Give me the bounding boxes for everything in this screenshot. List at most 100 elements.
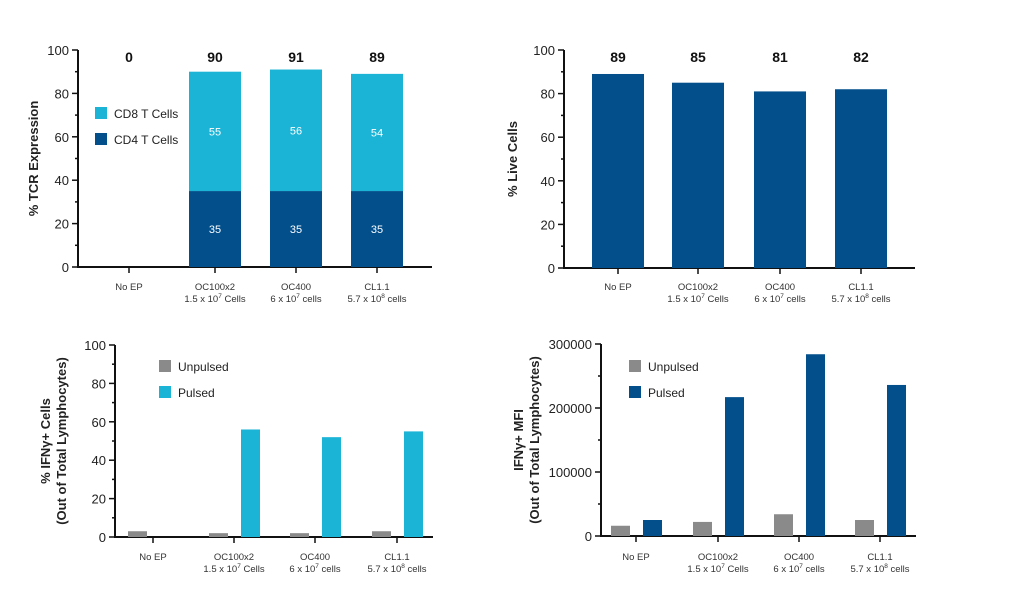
x-category-sublabel-unit: cells: [869, 294, 891, 305]
x-category-sublabel: 1.5 x 107 Cells: [203, 563, 264, 575]
bar: [592, 73, 644, 268]
x-category-label: No EP: [115, 282, 142, 293]
y-tick-label: 40: [92, 453, 106, 468]
x-category-sublabel: 5.7 x 108 cells: [850, 563, 909, 575]
legend-label: Unpulsed: [648, 360, 699, 374]
bar-unpulsed: [128, 531, 147, 537]
y-axis-title-line2: (Out of Total Lymphocytes): [527, 356, 542, 524]
x-category-sublabel-unit: Cells: [725, 564, 749, 575]
x-category-sublabel-unit: cells: [385, 294, 407, 305]
x-category-sublabel-base: 1.5 x 10: [203, 564, 237, 575]
x-category-sublabel: 5.7 x 108 cells: [347, 293, 406, 305]
bar-unpulsed: [693, 521, 712, 536]
bar-unpulsed: [855, 520, 874, 536]
ifng-percent-chart: 0 20 40 60 80 100 % IFNγ+ Cells (Out of Total L…: [38, 338, 433, 575]
x-category-sublabel-unit: cells: [300, 294, 322, 305]
y-tick-label: 80: [92, 376, 106, 391]
legend-swatch: [95, 133, 107, 145]
x-category-sublabel-exponent: 8: [865, 293, 869, 300]
x-category-sublabel-exponent: 7: [315, 563, 319, 570]
y-tick-label: 100: [533, 43, 555, 58]
x-category-sublabel: 5.7 x 108 cells: [367, 563, 426, 575]
legend-swatch: [629, 386, 641, 398]
legend-swatch: [159, 386, 171, 398]
x-category-sublabel-base: 5.7 x 10: [831, 294, 865, 305]
x-category-sublabel-unit: Cells: [705, 294, 729, 305]
x-category-label: OC400: [784, 552, 814, 563]
x-category-sublabel-base: 6 x 10: [270, 294, 296, 305]
x-category-sublabel-unit: cells: [803, 564, 825, 575]
y-tick-label: 100: [47, 43, 69, 58]
bar-segment-value-label: 35: [290, 224, 302, 236]
x-category-sublabel-base: 1.5 x 10: [184, 294, 218, 305]
x-category-label: OC400: [765, 282, 795, 293]
y-tick-label: 80: [55, 86, 69, 101]
bar-unpulsed: [611, 525, 630, 536]
x-category-sublabel-base: 6 x 10: [289, 564, 315, 575]
y-tick-label: 0: [62, 260, 69, 275]
bar-segment-value-label: 55: [209, 126, 221, 138]
y-tick-label: 0: [548, 261, 555, 276]
x-category-label: OC100x2: [214, 552, 254, 563]
bar-pulsed: [322, 437, 341, 537]
x-category-label: OC400: [281, 282, 311, 293]
y-tick-label: 40: [55, 173, 69, 188]
bar-segment-value-label: 35: [371, 224, 383, 236]
x-category-sublabel-unit: Cells: [222, 294, 246, 305]
bar-segment-cd8-t-cells: [351, 73, 403, 192]
x-category-sublabel: 5.7 x 108 cells: [831, 293, 890, 305]
y-tick-label: 100: [84, 338, 106, 353]
bar-unpulsed: [290, 533, 309, 537]
y-tick-label: 100000: [549, 465, 592, 480]
legend-swatch: [629, 360, 641, 372]
x-category-sublabel-exponent: 7: [296, 293, 300, 300]
x-category-label: No EP: [622, 552, 649, 563]
live-cells-chart: 0 20 40 60 80 100 % Live Cells No EP OC100x21.5 …: [505, 43, 915, 305]
x-category-sublabel-exponent: 7: [780, 293, 784, 300]
y-axis-title: % Live Cells: [505, 121, 520, 197]
x-category-sublabel-unit: cells: [888, 564, 910, 575]
x-category-sublabel: 1.5 x 107 Cells: [667, 293, 728, 305]
bar-segment-value-label: 56: [290, 125, 302, 137]
y-axis-title: % TCR Expression: [26, 101, 41, 217]
x-category-sublabel-base: 6 x 10: [773, 564, 799, 575]
bar-total-label: 89: [610, 49, 626, 65]
x-category-sublabel: 6 x 107 cells: [270, 293, 321, 305]
x-category-sublabel: 1.5 x 107 Cells: [184, 293, 245, 305]
y-tick-label: 60: [92, 415, 106, 430]
bar-total-label: 91: [288, 49, 304, 65]
tcr-expression-chart: 0 20 40 60 80 100 % TCR Expression No EP OC100x2…: [26, 43, 432, 305]
x-category-sublabel: 1.5 x 107 Cells: [687, 563, 748, 575]
y-tick-label: 20: [55, 217, 69, 232]
x-category-sublabel-exponent: 7: [701, 293, 705, 300]
bar-segment-value-label: 35: [209, 224, 221, 236]
x-category-sublabel-base: 5.7 x 10: [367, 564, 401, 575]
legend-label: Pulsed: [648, 386, 685, 400]
bar-segment-cd4-t-cells: [270, 191, 322, 267]
y-axis-title: % IFNγ+ Cells: [38, 398, 53, 484]
bar: [672, 82, 724, 268]
bar-pulsed: [806, 354, 825, 536]
x-category-sublabel-unit: cells: [405, 564, 427, 575]
x-category-label: CL1.1: [867, 552, 892, 563]
bar-pulsed: [404, 431, 423, 537]
y-tick-label: 60: [55, 130, 69, 145]
x-category-sublabel: 6 x 107 cells: [754, 293, 805, 305]
bar-pulsed: [643, 520, 662, 536]
y-tick-label: 40: [541, 174, 555, 189]
bar-total-label: 0: [125, 49, 133, 65]
legend-swatch: [159, 360, 171, 372]
y-tick-label: 0: [585, 529, 592, 544]
y-tick-label: 20: [92, 492, 106, 507]
y-tick-label: 300000: [549, 337, 592, 352]
x-category-sublabel: 6 x 107 cells: [773, 563, 824, 575]
x-category-label: OC100x2: [195, 282, 235, 293]
legend-label: CD4 T Cells: [114, 133, 178, 147]
bar-unpulsed: [209, 533, 228, 537]
x-category-sublabel-unit: cells: [784, 294, 806, 305]
x-category-sublabel-base: 5.7 x 10: [347, 294, 381, 305]
y-axis-title-line2: (Out of Total Lymphocytes): [54, 357, 69, 525]
legend-swatch: [95, 107, 107, 119]
legend-label: Unpulsed: [178, 360, 229, 374]
